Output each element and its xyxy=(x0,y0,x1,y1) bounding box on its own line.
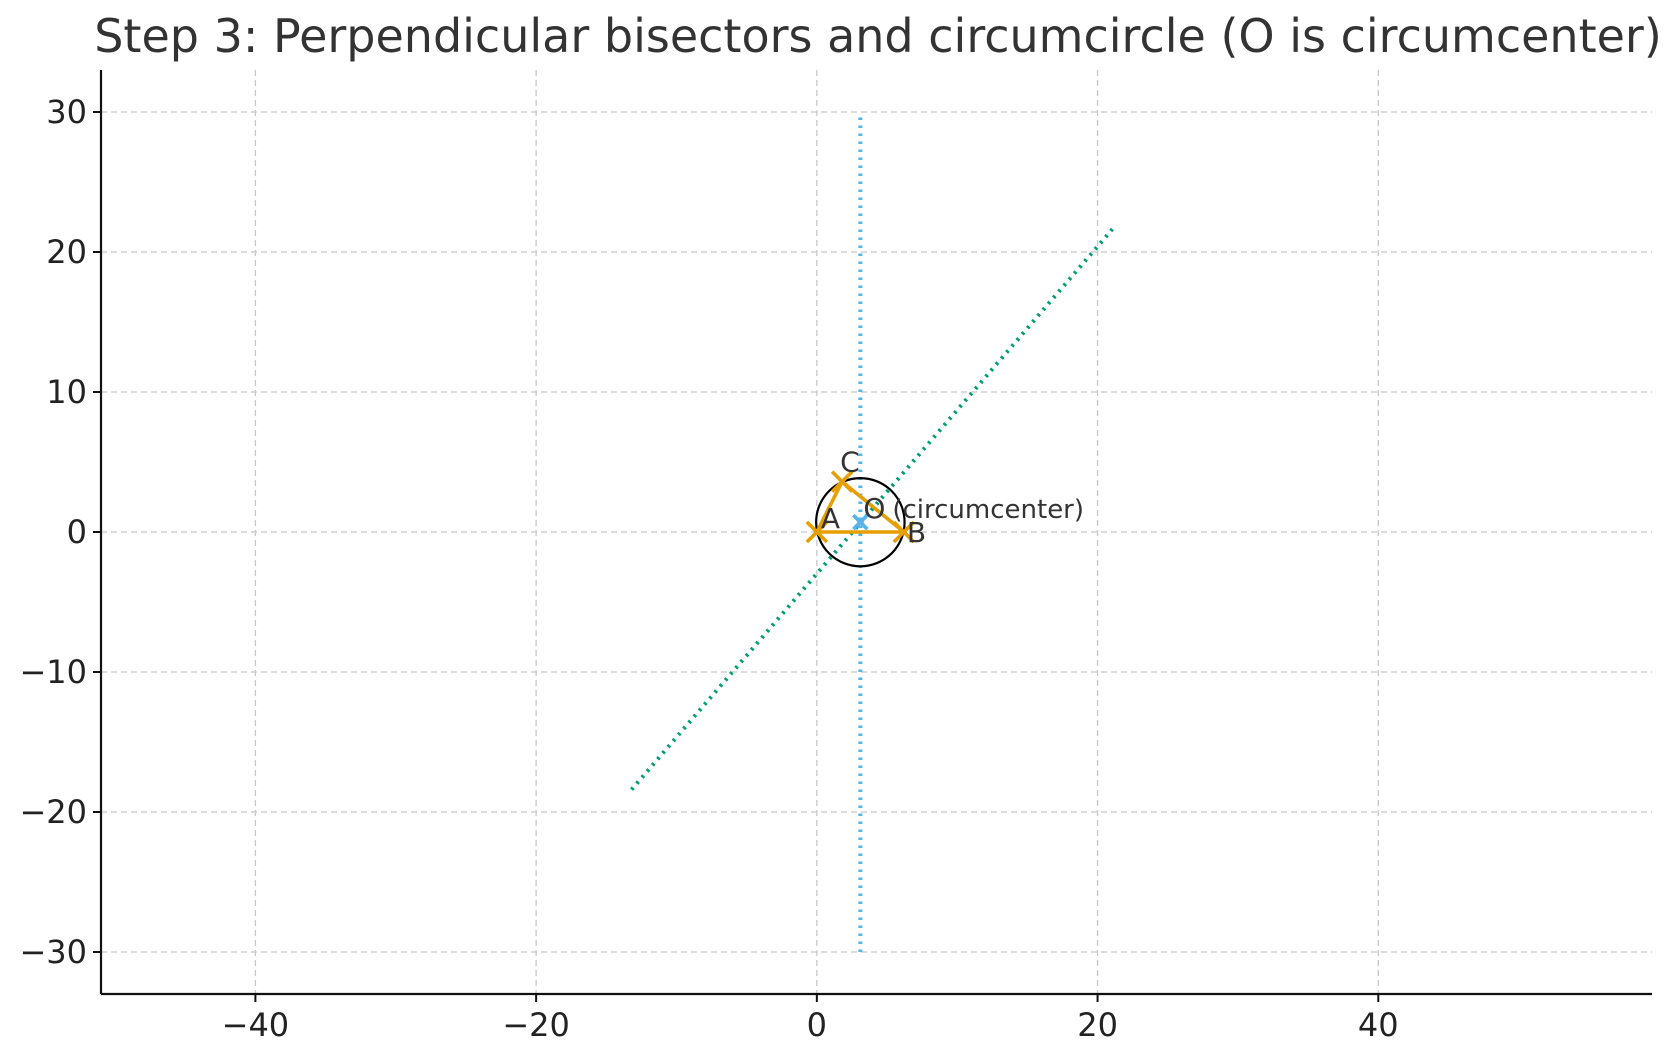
triangle-edges xyxy=(815,479,906,534)
x-tick-label: 0 xyxy=(807,1006,827,1044)
circumcenter-annotation: (circumcenter) xyxy=(892,495,1084,525)
vertex-label-A: A xyxy=(821,502,840,535)
y-tick-label: 30 xyxy=(46,93,87,131)
x-tick-label: −40 xyxy=(222,1006,290,1044)
vertex-label-B: B xyxy=(907,516,926,549)
vertex-marker-B xyxy=(892,520,916,544)
plot-area xyxy=(630,112,1116,952)
circumcircle xyxy=(815,477,906,568)
y-tick-label: −10 xyxy=(19,653,87,691)
y-tick-label: 10 xyxy=(46,373,87,411)
x-tick-label: −20 xyxy=(502,1006,570,1044)
x-tick-label: 20 xyxy=(1077,1006,1118,1044)
y-tick-label: 20 xyxy=(46,233,87,271)
x-tick-label: 40 xyxy=(1358,1006,1399,1044)
chart-title: Step 3: Perpendicular bisectors and circ… xyxy=(94,9,1662,63)
vertex-label-C: C xyxy=(840,446,860,479)
vertex-marker-C xyxy=(830,470,854,493)
tick-labels: −40 −20 0 20 40 −30 −20 −10 0 10 20 30 xyxy=(19,93,1398,1044)
point-labels: A B CO (circumcenter) xyxy=(821,446,1084,549)
bisector-line-2 xyxy=(630,225,1116,791)
y-tick-label: −20 xyxy=(19,793,87,831)
y-tick-label: −30 xyxy=(19,933,87,971)
vertex-marker-A xyxy=(805,520,829,544)
circumcenter-label: O xyxy=(863,492,885,525)
grid xyxy=(101,70,1652,994)
circumcenter-marker xyxy=(852,513,869,531)
y-tick-label: 0 xyxy=(67,513,87,551)
